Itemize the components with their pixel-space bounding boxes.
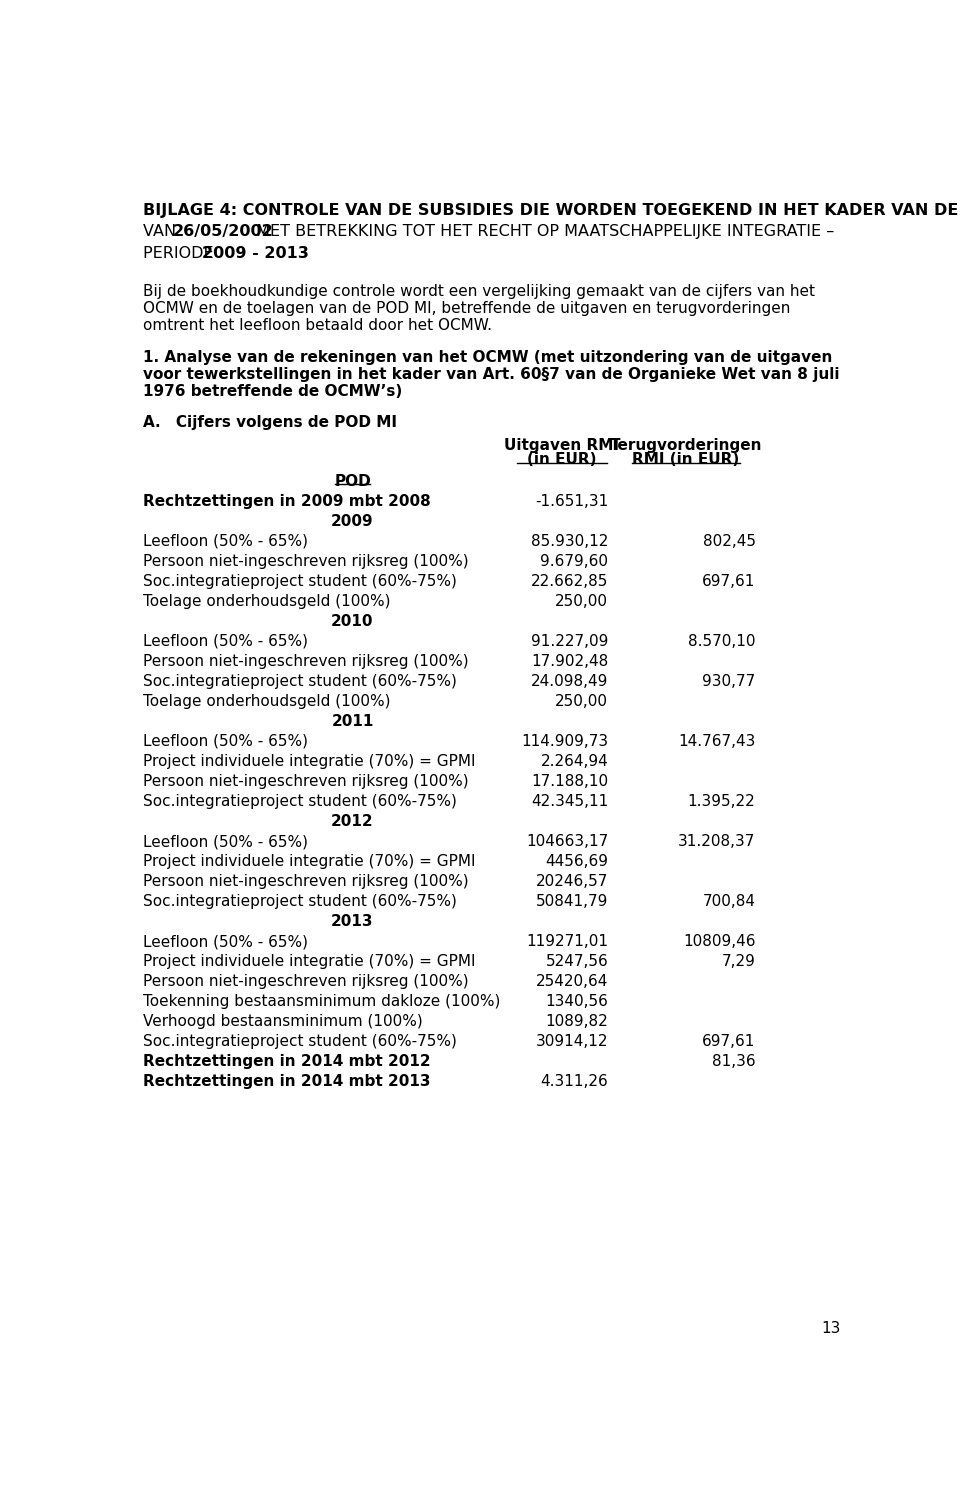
Text: Toelage onderhoudsgeld (100%): Toelage onderhoudsgeld (100%) [143,694,391,709]
Text: 1976 betreffende de OCMW’s): 1976 betreffende de OCMW’s) [143,385,402,400]
Text: Terugvorderingen: Terugvorderingen [610,438,762,453]
Text: 13: 13 [822,1320,841,1335]
Text: 10809,46: 10809,46 [683,934,756,949]
Text: 250,00: 250,00 [555,595,609,608]
Text: Rechtzettingen in 2014 mbt 2013: Rechtzettingen in 2014 mbt 2013 [143,1074,431,1089]
Text: 930,77: 930,77 [703,675,756,690]
Text: Leefloon (50% - 65%): Leefloon (50% - 65%) [143,834,308,850]
Text: 2013: 2013 [331,914,373,930]
Text: 250,00: 250,00 [555,694,609,709]
Text: voor tewerkstellingen in het kader van Art. 60§7 van de Organieke Wet van 8 juli: voor tewerkstellingen in het kader van A… [143,367,840,382]
Text: 700,84: 700,84 [703,895,756,908]
Text: Persoon niet-ingeschreven rijksreg (100%): Persoon niet-ingeschreven rijksreg (100%… [143,653,468,668]
Text: Leefloon (50% - 65%): Leefloon (50% - 65%) [143,934,308,949]
Text: Soc.integratieproject student (60%-75%): Soc.integratieproject student (60%-75%) [143,675,457,690]
Text: Rechtzettingen in 2009 mbt 2008: Rechtzettingen in 2009 mbt 2008 [143,493,431,509]
Text: 4456,69: 4456,69 [545,854,609,869]
Text: 81,36: 81,36 [712,1055,756,1070]
Text: 2009 - 2013: 2009 - 2013 [202,246,309,261]
Text: Persoon niet-ingeschreven rijksreg (100%): Persoon niet-ingeschreven rijksreg (100%… [143,975,468,990]
Text: RMI (in EUR): RMI (in EUR) [632,453,739,468]
Text: 2012: 2012 [331,813,373,828]
Text: 1089,82: 1089,82 [545,1014,609,1029]
Text: 2011: 2011 [331,714,373,729]
Text: 9.679,60: 9.679,60 [540,554,609,569]
Text: Project individuele integratie (70%) = GPMI: Project individuele integratie (70%) = G… [143,754,476,770]
Text: 24.098,49: 24.098,49 [531,675,609,690]
Text: 697,61: 697,61 [702,573,756,589]
Text: Rechtzettingen in 2014 mbt 2012: Rechtzettingen in 2014 mbt 2012 [143,1055,431,1070]
Text: 1340,56: 1340,56 [545,994,609,1010]
Text: 42.345,11: 42.345,11 [531,794,609,809]
Text: 802,45: 802,45 [703,534,756,549]
Text: (in EUR): (in EUR) [527,453,596,468]
Text: VAN: VAN [143,225,181,240]
Text: Verhoogd bestaansminimum (100%): Verhoogd bestaansminimum (100%) [143,1014,423,1029]
Text: Persoon niet-ingeschreven rijksreg (100%): Persoon niet-ingeschreven rijksreg (100%… [143,874,468,889]
Text: Toelage onderhoudsgeld (100%): Toelage onderhoudsgeld (100%) [143,595,391,608]
Text: 2.264,94: 2.264,94 [540,754,609,770]
Text: Persoon niet-ingeschreven rijksreg (100%): Persoon niet-ingeschreven rijksreg (100%… [143,554,468,569]
Text: 119271,01: 119271,01 [526,934,609,949]
Text: POD: POD [334,474,371,489]
Text: Project individuele integratie (70%) = GPMI: Project individuele integratie (70%) = G… [143,954,476,969]
Text: Soc.integratieproject student (60%-75%): Soc.integratieproject student (60%-75%) [143,794,457,809]
Text: Persoon niet-ingeschreven rijksreg (100%): Persoon niet-ingeschreven rijksreg (100%… [143,774,468,789]
Text: Soc.integratieproject student (60%-75%): Soc.integratieproject student (60%-75%) [143,573,457,589]
Text: 1.395,22: 1.395,22 [687,794,756,809]
Text: 2009: 2009 [331,513,373,528]
Text: 91.227,09: 91.227,09 [531,634,609,649]
Text: Soc.integratieproject student (60%-75%): Soc.integratieproject student (60%-75%) [143,1034,457,1049]
Text: 26/05/2002: 26/05/2002 [173,225,274,240]
Text: 104663,17: 104663,17 [526,834,609,850]
Text: 25420,64: 25420,64 [536,975,609,990]
Text: 2010: 2010 [331,614,373,629]
Text: 31.208,37: 31.208,37 [678,834,756,850]
Text: Bij de boekhoudkundige controle wordt een vergelijking gemaakt van de cijfers va: Bij de boekhoudkundige controle wordt ee… [143,284,815,299]
Text: BIJLAGE 4: CONTROLE VAN DE SUBSIDIES DIE WORDEN TOEGEKEND IN HET KADER VAN DE WE: BIJLAGE 4: CONTROLE VAN DE SUBSIDIES DIE… [143,202,960,217]
Text: -1.651,31: -1.651,31 [535,493,609,509]
Text: 20246,57: 20246,57 [536,874,609,889]
Text: Leefloon (50% - 65%): Leefloon (50% - 65%) [143,733,308,748]
Text: omtrent het leefloon betaald door het OCMW.: omtrent het leefloon betaald door het OC… [143,318,492,333]
Text: MET BETREKKING TOT HET RECHT OP MAATSCHAPPELIJKE INTEGRATIE –: MET BETREKKING TOT HET RECHT OP MAATSCHA… [251,225,834,240]
Text: 14.767,43: 14.767,43 [678,733,756,748]
Text: OCMW en de toelagen van de POD MI, betreffende de uitgaven en terugvorderingen: OCMW en de toelagen van de POD MI, betre… [143,302,791,317]
Text: 22.662,85: 22.662,85 [531,573,609,589]
Text: Project individuele integratie (70%) = GPMI: Project individuele integratie (70%) = G… [143,854,476,869]
Text: 85.930,12: 85.930,12 [531,534,609,549]
Text: 30914,12: 30914,12 [536,1034,609,1049]
Text: Leefloon (50% - 65%): Leefloon (50% - 65%) [143,634,308,649]
Text: A. Cijfers volgens de POD MI: A. Cijfers volgens de POD MI [143,415,397,430]
Text: Leefloon (50% - 65%): Leefloon (50% - 65%) [143,534,308,549]
Text: 4.311,26: 4.311,26 [540,1074,609,1089]
Text: PERIODE: PERIODE [143,246,219,261]
Text: 114.909,73: 114.909,73 [521,733,609,748]
Text: 17.188,10: 17.188,10 [531,774,609,789]
Text: Uitgaven RMI: Uitgaven RMI [504,438,619,453]
Text: 1. Analyse van de rekeningen van het OCMW (met uitzondering van de uitgaven: 1. Analyse van de rekeningen van het OCM… [143,350,832,365]
Text: Toekenning bestaansminimum dakloze (100%): Toekenning bestaansminimum dakloze (100%… [143,994,500,1010]
Text: 7,29: 7,29 [722,954,756,969]
Text: 17.902,48: 17.902,48 [531,653,609,668]
Text: 5247,56: 5247,56 [545,954,609,969]
Text: 697,61: 697,61 [702,1034,756,1049]
Text: Soc.integratieproject student (60%-75%): Soc.integratieproject student (60%-75%) [143,895,457,908]
Text: 8.570,10: 8.570,10 [688,634,756,649]
Text: 50841,79: 50841,79 [536,895,609,908]
